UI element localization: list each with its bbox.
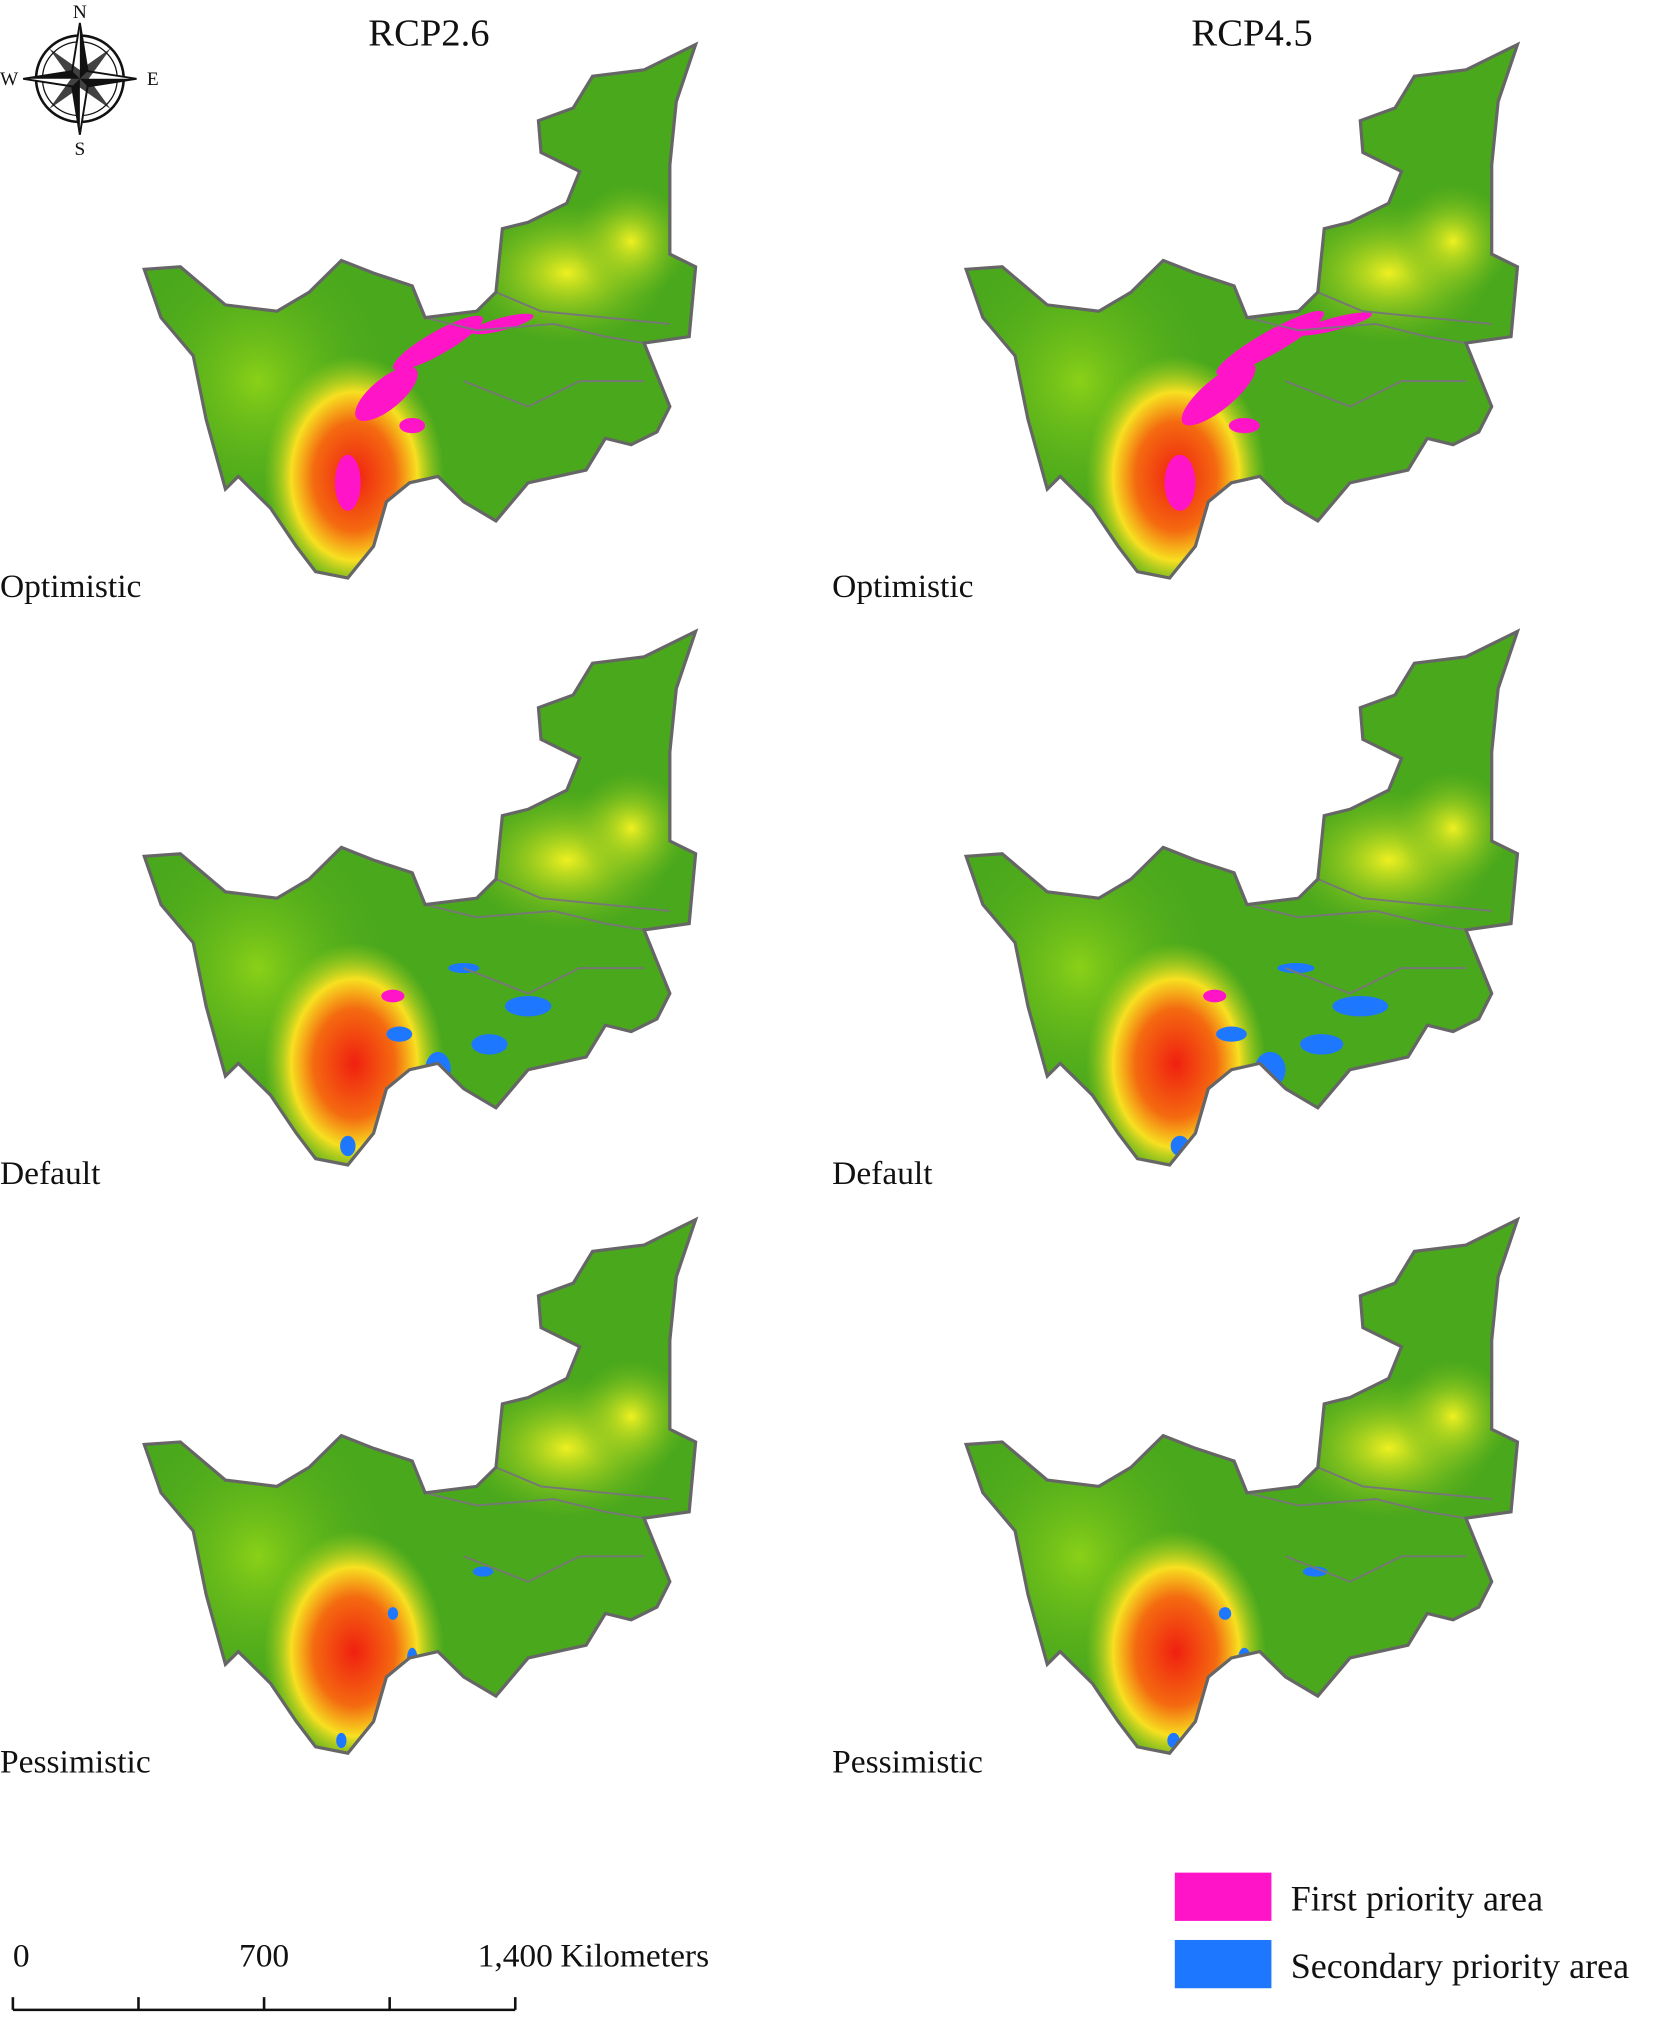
compass-w: W xyxy=(0,69,19,90)
priority-patch xyxy=(425,1051,451,1088)
scenario-label: Default xyxy=(0,1155,101,1192)
priority-patch xyxy=(504,996,552,1017)
priority-patch xyxy=(1228,417,1260,434)
map-panel xyxy=(964,42,1520,580)
priority-patch xyxy=(387,1607,399,1620)
priority-patch xyxy=(392,315,483,371)
map-fill xyxy=(966,44,1518,579)
priority-patch xyxy=(1216,1026,1247,1042)
glow xyxy=(573,1359,690,1474)
compass-n: N xyxy=(73,2,87,23)
glow xyxy=(573,771,690,886)
priority-patch xyxy=(355,366,418,421)
glow xyxy=(1395,184,1512,299)
scale-bar-unit: Kilometers xyxy=(560,1938,709,1975)
priority-patch xyxy=(1332,996,1389,1017)
priority-patch xyxy=(1277,962,1315,974)
map-panel xyxy=(142,42,698,580)
glow xyxy=(573,184,690,299)
priority-patch xyxy=(386,1026,413,1042)
scenario-label: Optimistic xyxy=(832,568,973,605)
province-border xyxy=(424,291,670,408)
scenario-label: Pessimistic xyxy=(832,1743,983,1780)
compass-rose: N S E W xyxy=(0,2,159,160)
legend-label: Secondary priority area xyxy=(1291,1946,1630,1986)
priority-patch xyxy=(1216,310,1324,376)
glow xyxy=(1395,771,1512,886)
priority-patch xyxy=(1164,454,1196,511)
map-panel xyxy=(964,1218,1520,1755)
map-fill xyxy=(144,44,696,579)
legend-label: First priority area xyxy=(1291,1879,1543,1919)
province-border xyxy=(424,1466,670,1583)
priority-patch xyxy=(1203,989,1227,1003)
scale-bar-label: 0 xyxy=(13,1938,30,1975)
priority-patch xyxy=(1167,1732,1180,1749)
scale-bar-label: 1,400 xyxy=(478,1938,553,1975)
map-panel xyxy=(142,629,698,1167)
scale-bar-label: 700 xyxy=(239,1938,289,1975)
column-title: RCP2.6 xyxy=(368,13,489,55)
priority-patch xyxy=(1300,1034,1344,1055)
priority-patch xyxy=(1238,1647,1251,1669)
compass-s: S xyxy=(74,139,85,160)
priority-patch xyxy=(334,454,361,511)
priority-patch xyxy=(340,1135,356,1157)
province-border xyxy=(1246,291,1492,408)
map-fill xyxy=(144,631,696,1165)
priority-patch xyxy=(336,1732,347,1749)
legend-swatch xyxy=(1174,1872,1272,1921)
hot-spot xyxy=(264,1530,445,1754)
priority-patch xyxy=(381,989,405,1003)
province-border xyxy=(424,878,670,995)
scenario-label: Pessimistic xyxy=(0,1743,151,1780)
priority-patch xyxy=(399,417,426,434)
map-panel xyxy=(142,1218,698,1755)
map-fill xyxy=(966,631,1518,1165)
legend-swatch xyxy=(1174,1939,1272,1989)
scenario-label: Default xyxy=(832,1155,933,1192)
province-border xyxy=(1246,878,1492,995)
priority-patch xyxy=(472,1566,494,1577)
map-fill xyxy=(144,1219,696,1754)
glow xyxy=(1395,1359,1512,1474)
column-title: RCP4.5 xyxy=(1191,13,1312,55)
priority-patch xyxy=(471,1034,508,1055)
priority-patch xyxy=(1181,362,1256,426)
scenario-label: Optimistic xyxy=(0,568,141,605)
priority-patch xyxy=(1302,1566,1328,1577)
compass-e: E xyxy=(147,69,159,90)
map-fill xyxy=(966,1219,1518,1754)
map-panel xyxy=(964,629,1520,1167)
province-border xyxy=(1246,1466,1492,1583)
priority-patch xyxy=(1218,1607,1232,1620)
